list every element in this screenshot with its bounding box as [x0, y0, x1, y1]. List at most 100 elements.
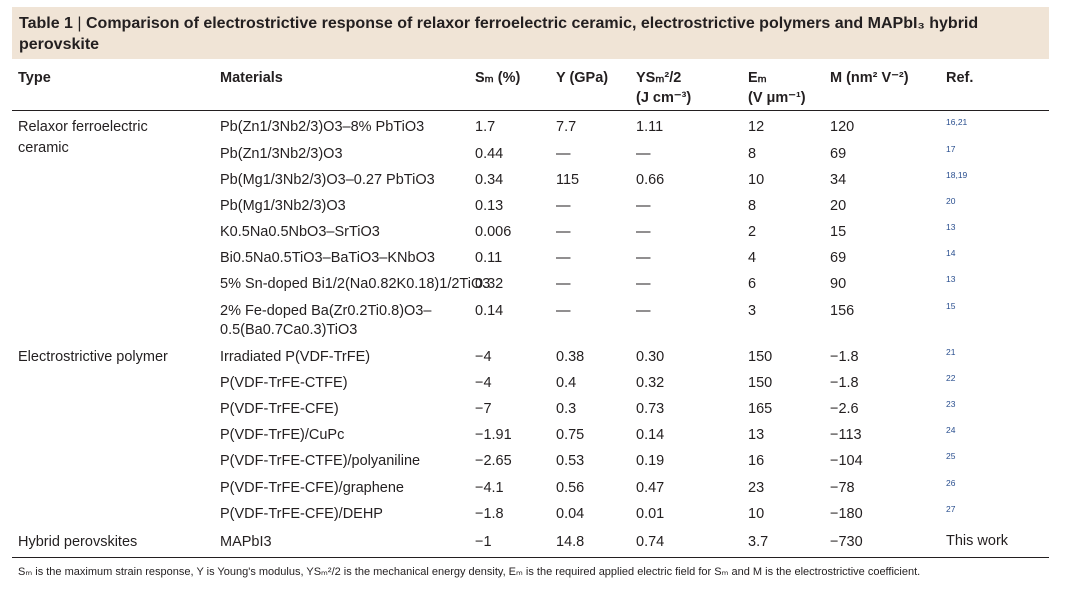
- ysm-cell: 0.14: [636, 427, 665, 443]
- em-cell: 10: [748, 506, 765, 522]
- header-em-unit: (V μm⁻¹): [748, 90, 806, 106]
- bottom-rule: [12, 557, 1049, 558]
- ysm-cell: 0.66: [636, 172, 665, 188]
- ysm-cell: —: [636, 303, 651, 319]
- y-cell: 0.56: [556, 480, 585, 496]
- sm-cell: 0.14: [475, 303, 504, 319]
- material-cell: 2% Fe-doped Ba(Zr0.2Ti0.8)O3–: [220, 303, 432, 319]
- ysm-cell: 0.47: [636, 480, 665, 496]
- m-cell: 20: [830, 198, 847, 214]
- header-sm: Sₘ (%): [475, 70, 521, 86]
- y-cell: —: [556, 303, 571, 319]
- header-materials: Materials: [220, 70, 283, 86]
- em-cell: 8: [748, 146, 757, 162]
- sm-cell: 1.7: [475, 119, 496, 135]
- ysm-cell: 0.73: [636, 401, 665, 417]
- material-cell: P(VDF-TrFE)/CuPc: [220, 427, 345, 443]
- header-y: Y (GPa): [556, 70, 609, 86]
- y-cell: 0.53: [556, 453, 585, 469]
- ysm-cell: —: [636, 146, 651, 162]
- y-cell: —: [556, 250, 571, 266]
- em-cell: 3.7: [748, 534, 769, 550]
- reference-cell: 25: [946, 451, 956, 461]
- ysm-cell: 0.74: [636, 534, 665, 550]
- m-cell: −1.8: [830, 349, 859, 365]
- m-cell: 69: [830, 146, 847, 162]
- sm-cell: −4: [475, 349, 492, 365]
- table-footnote: Sₘ is the maximum strain response, Y is …: [18, 566, 921, 578]
- sm-cell: 0.44: [475, 146, 504, 162]
- m-cell: −78: [830, 480, 855, 496]
- reference-cell: 13: [946, 274, 956, 284]
- material-cell: 0.5(Ba0.7Ca0.3)TiO3: [220, 322, 358, 338]
- ysm-cell: —: [636, 250, 651, 266]
- y-cell: —: [556, 276, 571, 292]
- ysm-cell: 0.32: [636, 375, 665, 391]
- reference-cell: 14: [946, 248, 956, 258]
- m-cell: −2.6: [830, 401, 859, 417]
- sm-cell: −2.65: [475, 453, 512, 469]
- material-cell: Pb(Zn1/3Nb2/3)O3: [220, 146, 343, 162]
- material-cell: 5% Sn-doped Bi1/2(Na0.82K0.18)1/2TiO3: [220, 276, 491, 292]
- material-cell: MAPbI3: [220, 534, 272, 550]
- reference-cell: 21: [946, 347, 956, 357]
- y-cell: —: [556, 224, 571, 240]
- material-cell: P(VDF-TrFE-CFE)/DEHP: [220, 506, 383, 522]
- m-cell: 120: [830, 119, 855, 135]
- reference-cell: This work: [946, 533, 1009, 549]
- sm-cell: 0.34: [475, 172, 504, 188]
- material-cell: K0.5Na0.5NbO3–SrTiO3: [220, 224, 380, 240]
- sm-cell: −1.91: [475, 427, 512, 443]
- m-cell: −1.8: [830, 375, 859, 391]
- header-type: Type: [18, 70, 51, 86]
- em-cell: 4: [748, 250, 757, 266]
- m-cell: −730: [830, 534, 863, 550]
- y-cell: 0.4: [556, 375, 577, 391]
- group-label: Hybrid perovskites: [18, 534, 138, 550]
- material-cell: Pb(Mg1/3Nb2/3)O3–0.27 PbTiO3: [220, 172, 435, 188]
- ysm-cell: —: [636, 224, 651, 240]
- m-cell: 15: [830, 224, 847, 240]
- caption-text: Table 1 | Comparison of electrostrictive…: [19, 13, 1039, 55]
- em-cell: 165: [748, 401, 773, 417]
- ysm-cell: 0.19: [636, 453, 665, 469]
- y-cell: 7.7: [556, 119, 577, 135]
- m-cell: −104: [830, 453, 863, 469]
- ysm-cell: 1.11: [636, 119, 664, 135]
- header-em: Eₘ: [748, 70, 767, 86]
- reference-cell: 23: [946, 399, 956, 409]
- reference-cell: 15: [946, 301, 956, 311]
- header-m: M (nm² V⁻²): [830, 70, 909, 86]
- m-cell: 69: [830, 250, 847, 266]
- group-label: Electrostrictive polymer: [18, 349, 168, 365]
- header-rule: [12, 110, 1049, 111]
- sm-cell: −7: [475, 401, 492, 417]
- reference-cell: 22: [946, 373, 956, 383]
- y-cell: —: [556, 146, 571, 162]
- ysm-cell: 0.01: [636, 506, 665, 522]
- header-ysm-unit: (J cm⁻³): [636, 90, 692, 106]
- y-cell: 14.8: [556, 534, 585, 550]
- reference-cell: 27: [946, 504, 956, 514]
- material-cell: Pb(Mg1/3Nb2/3)O3: [220, 198, 346, 214]
- caption-title: Comparison of electrostrictive response …: [19, 15, 979, 53]
- header-ref: Ref.: [946, 70, 974, 86]
- ysm-cell: 0.30: [636, 349, 665, 365]
- m-cell: 34: [830, 172, 847, 188]
- header-ysm: YSₘ²/2: [636, 70, 682, 86]
- reference-cell: 18,19: [946, 170, 968, 180]
- reference-cell: 16,21: [946, 117, 968, 127]
- sm-cell: 0.32: [475, 276, 504, 292]
- em-cell: 16: [748, 453, 765, 469]
- group-label: ceramic: [18, 140, 69, 156]
- material-cell: Irradiated P(VDF-TrFE): [220, 349, 371, 365]
- y-cell: —: [556, 198, 571, 214]
- caption-separator: |: [72, 15, 86, 32]
- em-cell: 13: [748, 427, 765, 443]
- em-cell: 12: [748, 119, 765, 135]
- group-label: Relaxor ferroelectric: [18, 119, 148, 135]
- em-cell: 3: [748, 303, 757, 319]
- sm-cell: 0.006: [475, 224, 512, 240]
- material-cell: P(VDF-TrFE-CTFE)/polyaniline: [220, 453, 421, 469]
- sm-cell: −1.8: [475, 506, 504, 522]
